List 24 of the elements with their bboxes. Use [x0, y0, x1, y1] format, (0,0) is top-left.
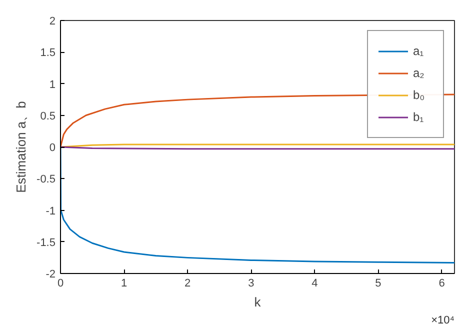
y-tick-label: 1.5 [40, 47, 56, 60]
legend-label: a₁ [413, 44, 425, 58]
legend-label: b₁ [413, 110, 425, 124]
legend-label: a₂ [413, 66, 426, 80]
x-tick-label: 2 [184, 278, 191, 290]
x-axis-title: k [254, 294, 262, 310]
x-tick-label: 4 [312, 278, 318, 290]
y-tick-label: 0.5 [40, 110, 56, 122]
legend-label: b₀ [413, 88, 426, 102]
y-tick-label: -1 [46, 205, 56, 218]
y-tick-label: 0 [49, 142, 56, 154]
line-series [60, 146, 454, 264]
y-tick-label: 2 [49, 16, 56, 28]
x-tick-label: 1 [120, 278, 128, 290]
y-tick-label: -1.5 [36, 236, 56, 249]
x-tick-label: 3 [248, 278, 254, 290]
x-tick-label: 0 [57, 278, 64, 290]
y-tick-label: 1 [49, 78, 56, 91]
y-tick-label: -0.5 [36, 174, 56, 186]
x-tick-label: 5 [375, 278, 382, 290]
text: ×10⁴ [431, 314, 455, 326]
x-tick-label: 6 [438, 278, 445, 290]
y-tick-label: -2 [46, 268, 56, 280]
y-axis-title: Estimation a、b [14, 101, 29, 193]
